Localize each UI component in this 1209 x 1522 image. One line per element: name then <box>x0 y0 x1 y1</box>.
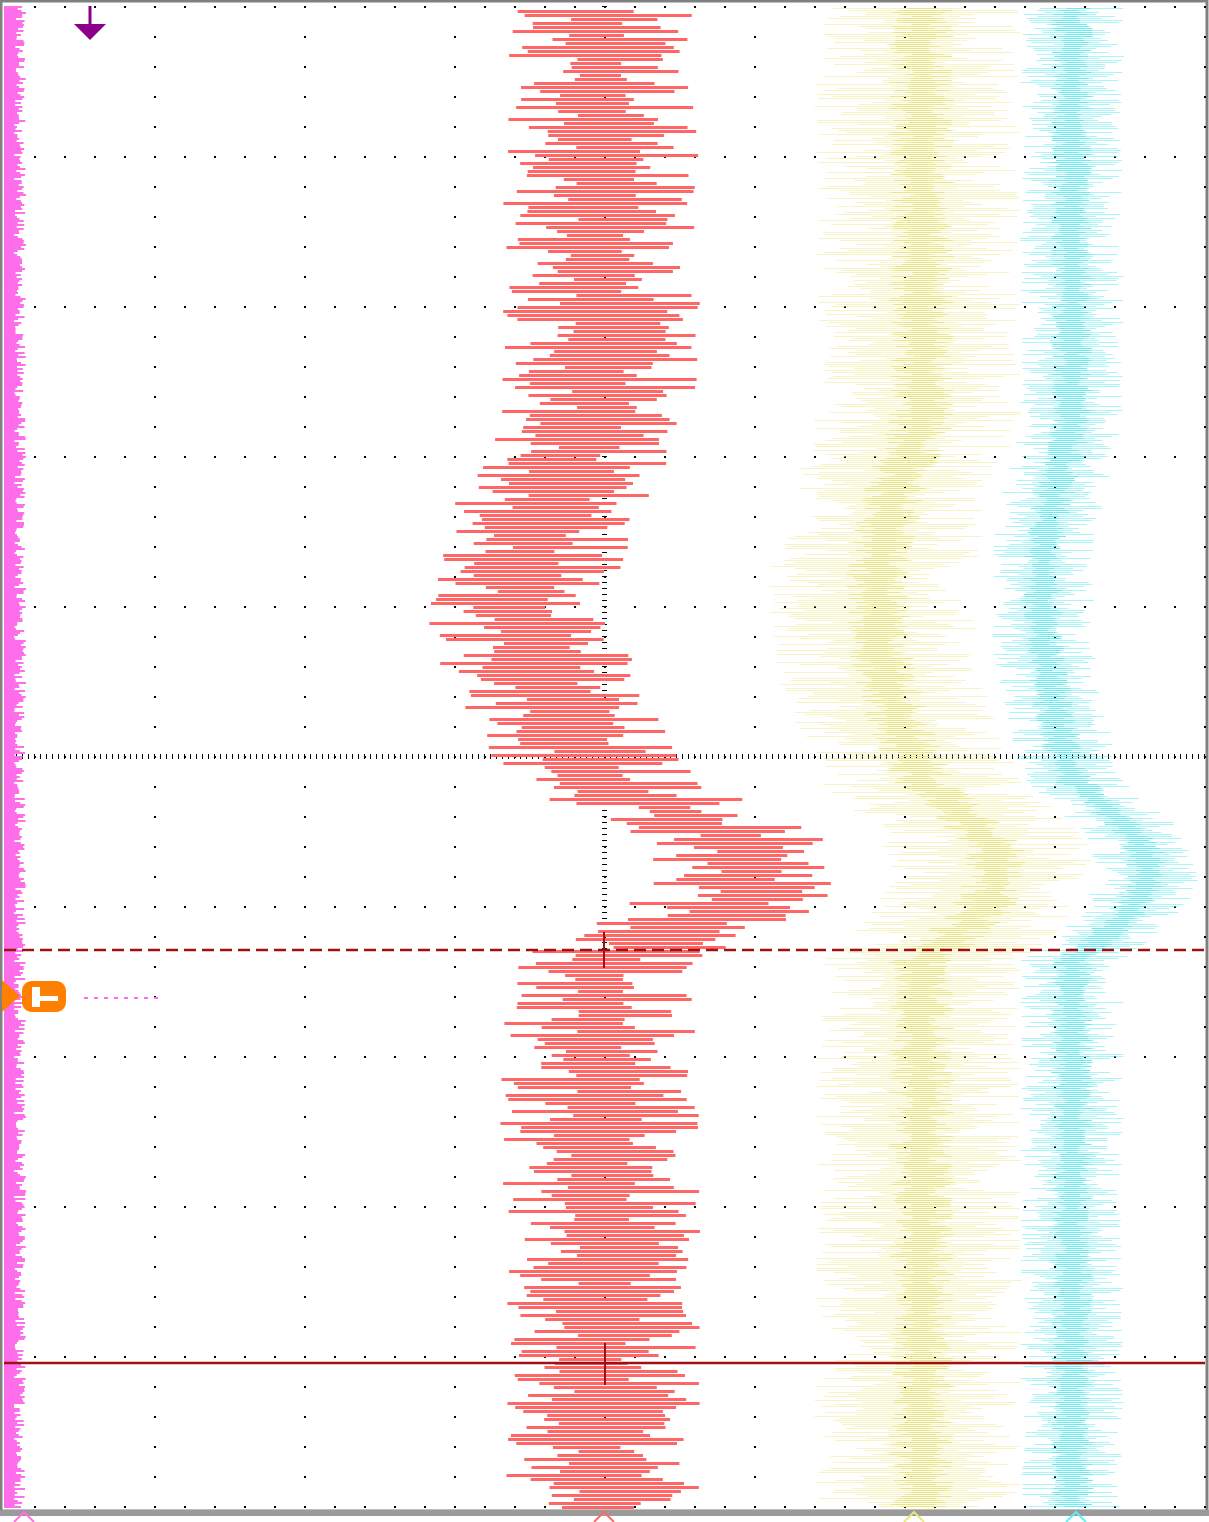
channel-ground-icon <box>903 1510 925 1522</box>
trace-cyan-halo <box>992 8 1198 1507</box>
overlays <box>2 6 1205 1522</box>
channel-ground-icon <box>13 1510 35 1522</box>
reference-marker-icon <box>2 980 158 1012</box>
channel-ground-icon <box>1065 1510 1087 1522</box>
trace-yellow-halo <box>769 8 1092 1507</box>
trace-red <box>429 10 831 1509</box>
channel-ground-icon <box>593 1510 615 1522</box>
traces <box>3 6 1198 1509</box>
down-arrow-icon <box>74 6 106 40</box>
trace-magenta <box>3 6 26 1508</box>
